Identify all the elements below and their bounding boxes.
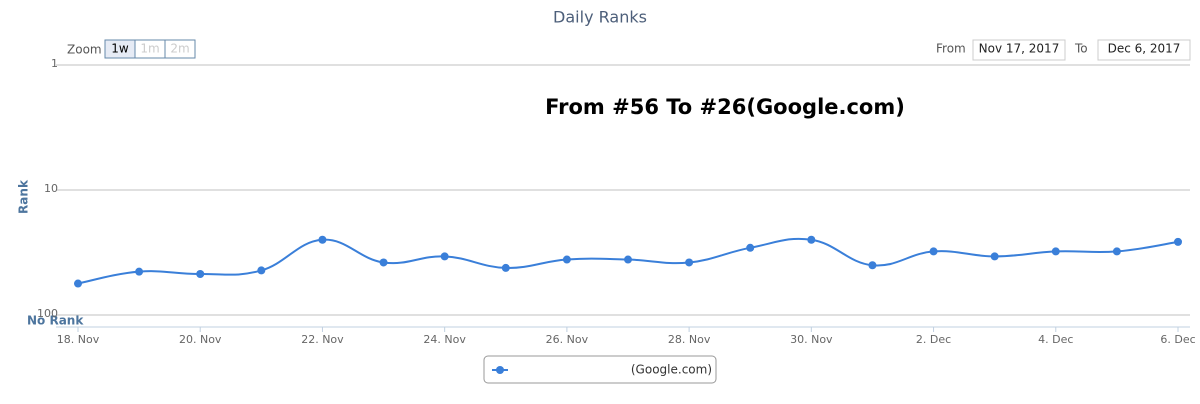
x-tick-label: 24. Nov [423,333,466,346]
data-point [196,270,205,279]
zoom-button-label[interactable]: 1m [140,42,159,56]
annotation: From #56 To #26(Google.com) [545,95,905,119]
data-point [1112,247,1121,256]
data-point [746,243,755,252]
zoom-button[interactable] [164,39,196,59]
from-date[interactable]: Nov 17, 2017 [979,42,1060,56]
legend-symbol [496,366,504,374]
data-point [990,252,999,261]
data-point [74,279,82,288]
data-point [1051,247,1060,256]
x-tick-label: 6. Dec [1160,333,1195,346]
zoom-button-label[interactable]: 1w [111,42,129,56]
data-point [868,261,877,270]
data-point [440,252,449,261]
x-tick-label: 18. Nov [57,333,100,346]
data-point [379,258,388,267]
to-label: To [1074,42,1088,56]
x-tick-label: 20. Nov [179,333,222,346]
y-tick-label: 10 [44,182,58,195]
y-axis-title: Rank [17,179,31,214]
data-point [624,255,632,264]
x-tick-label: 26. Nov [546,333,589,346]
x-tick-label: 2. Dec [916,333,951,346]
no-rank-label: No Rank [27,314,84,328]
data-point [929,247,938,256]
data-point [257,266,266,275]
data-point [685,258,694,267]
chart-title: Daily Ranks [553,8,647,27]
from-label: From [936,42,966,56]
data-point [318,235,327,244]
data-point [501,263,510,272]
x-tick-label: 30. Nov [790,333,833,346]
x-tick-label: 28. Nov [668,333,711,346]
zoom-label: Zoom [67,43,102,57]
zoom-button-label[interactable]: 2m [170,42,189,56]
y-tick-label: 1 [51,57,58,70]
to-input[interactable] [1097,39,1191,61]
legend-box [483,355,717,384]
y-tick-label: 100 [37,307,58,320]
data-point [807,235,816,244]
data-point [135,267,144,276]
to-date[interactable]: Dec 6, 2017 [1108,42,1181,56]
data-point [562,255,571,264]
from-input[interactable] [972,39,1066,61]
x-tick-label: 22. Nov [301,333,344,346]
x-tick-label: 4. Dec [1038,333,1073,346]
legend-label[interactable]: (Google.com) [631,363,712,377]
data-point [1174,237,1182,246]
